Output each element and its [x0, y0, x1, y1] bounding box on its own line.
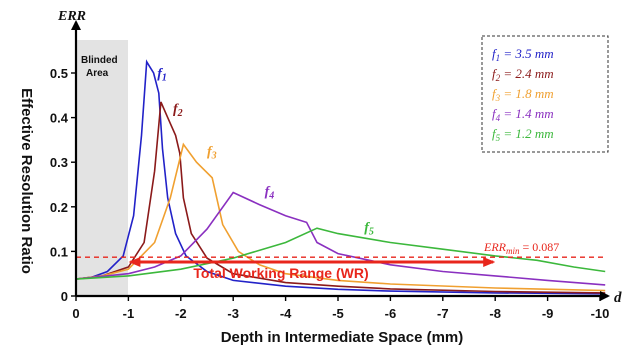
legend-entry-f1: f1 = 3.5 mm	[492, 46, 554, 63]
series-line-f5	[75, 227, 606, 280]
x-axis-title: d	[614, 290, 622, 306]
x-ticks: 0 -1 -2 -3 -4 -5 -6 -7 -8 -9 -10	[72, 296, 609, 321]
blinded-area-label-1: Blinded	[81, 55, 118, 66]
blinded-area	[76, 40, 128, 296]
series-label-f1: f1	[157, 66, 167, 83]
series-line-f3	[75, 142, 606, 292]
y-tick-label: 0.4	[50, 111, 69, 126]
y-tick-label: 0.2	[50, 200, 68, 215]
x-axis-label: Depth in Intermediate Space (mm)	[221, 329, 464, 346]
x-tick-label: -8	[489, 306, 501, 321]
series-label-f5: f5	[364, 220, 374, 237]
x-tick-label: -5	[332, 306, 344, 321]
x-tick-label: -9	[542, 306, 554, 321]
series-group: f1 f2 f3 f4 f5	[75, 59, 606, 295]
y-tick-label: 0	[61, 289, 68, 304]
series-label-f4: f4	[265, 185, 275, 202]
series-line-f1	[75, 59, 606, 295]
x-tick-label: -10	[591, 306, 610, 321]
legend-box	[481, 35, 609, 153]
legend: f1 = 3.5 mm f2 = 2.4 mm f3 = 1.8 mm f4 = 1.…	[492, 46, 554, 143]
x-tick-label: -3	[227, 306, 239, 321]
legend-entry-f2: f2 = 2.4 mm	[492, 66, 554, 83]
series-label-f2: f2	[173, 102, 183, 119]
x-tick-label: -4	[280, 306, 292, 321]
y-axis-label: Effective Resolution Ratio	[18, 88, 35, 274]
legend-entry-f4: f4 = 1.4 mm	[492, 106, 554, 123]
y-tick-label: 0.1	[50, 244, 68, 259]
threshold-label: ERRmin = 0.087	[483, 240, 559, 256]
blinded-area-label-2: Area	[86, 68, 109, 79]
y-tick-label: 0.5	[50, 66, 68, 81]
legend-entry-f3: f3 = 1.8 mm	[492, 86, 554, 103]
x-tick-label: -7	[437, 306, 449, 321]
x-tick-label: -2	[175, 306, 187, 321]
y-tick-label: 0.3	[50, 155, 68, 170]
y-axis-title: ERR	[57, 9, 86, 24]
y-ticks: 0 0.1 0.2 0.3 0.4 0.5	[50, 66, 76, 304]
legend-entry-f5: f5 = 1.2 mm	[492, 126, 554, 143]
x-tick-label: -1	[123, 306, 135, 321]
working-range-label: Total Working Range (WR)	[193, 265, 368, 281]
x-tick-label: -6	[385, 306, 397, 321]
series-line-f2	[75, 101, 606, 294]
series-label-f3: f3	[207, 145, 217, 162]
x-tick-label: 0	[72, 306, 79, 321]
